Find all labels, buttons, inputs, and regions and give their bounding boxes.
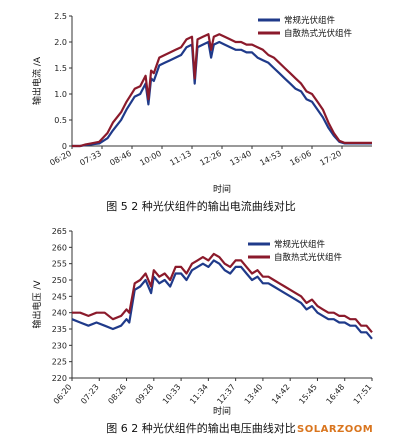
x-tick-label: 06:20 (52, 383, 74, 406)
x-axis-label: 时间 (213, 405, 231, 417)
series-line-2 (72, 33, 372, 148)
y-tick-label: 1.5 (54, 64, 67, 73)
y-tick-label: 260 (52, 243, 67, 252)
y-tick-label: 265 (52, 227, 67, 236)
x-tick-label: 11:13 (168, 149, 193, 168)
legend-label: 自散热式光伏组件 (274, 252, 343, 263)
x-tick-label: 09:28 (134, 383, 156, 406)
y-tick-label: 2.5 (54, 12, 67, 21)
y-tick-label: 235 (52, 325, 67, 334)
y-tick-label: 2.0 (54, 38, 67, 47)
y-axis-label: 输出电压 /V (31, 280, 43, 329)
y-tick-label: 0 (62, 142, 67, 151)
series-line-1 (71, 259, 373, 340)
series-line-2 (72, 252, 373, 334)
series-line-1 (72, 40, 372, 148)
x-tick-label: 08:26 (106, 383, 128, 406)
x-tick-label: 10:33 (161, 383, 183, 406)
chart-1: 0 0.5 1.0 1.5 2.0 2.5 06:20 07:33 08:46 10:00 11:1… (31, 12, 372, 213)
x-tick-label: 10:00 (138, 149, 163, 168)
x-tick-label: 07:23 (79, 383, 101, 406)
y-tick-label: 250 (52, 276, 67, 285)
legend-label: 自散热式光伏组件 (284, 28, 353, 39)
y-tick-label: 230 (52, 341, 67, 350)
y-tick-label: 0.5 (54, 116, 67, 125)
legend-label: 常规光伏组件 (274, 239, 326, 250)
x-tick-label: 17:51 (352, 383, 374, 406)
y-tick-label: 220 (52, 374, 67, 383)
figure-caption: 图 6 2 种光伏组件的输出电压曲线对比 (106, 421, 296, 435)
watermark-logo: SOLARZOOM (297, 424, 374, 435)
x-tick-label: 13:40 (228, 149, 253, 168)
x-tick-label: 06:20 (48, 149, 73, 168)
x-tick-label: 13:40 (243, 383, 265, 406)
x-tick-label: 07:33 (78, 149, 103, 168)
x-tick-label: 17:20 (318, 149, 343, 168)
x-tick-label: 16:06 (288, 149, 313, 168)
y-tick-label: 225 (52, 358, 67, 367)
y-tick-label: 245 (52, 292, 67, 301)
x-tick-label: 14:53 (258, 149, 283, 168)
y-tick-label: 240 (52, 309, 67, 318)
x-axis-label: 时间 (213, 183, 231, 195)
y-axis-label: 输出电流 /A (31, 56, 43, 105)
x-tick-label: 12:26 (198, 149, 223, 168)
x-tick-label: 14:42 (270, 383, 292, 406)
y-tick-label: 255 (52, 260, 67, 269)
chart-2: 220 225 230 235 240 245 250 255 260 265 06:20 07:23… (31, 227, 374, 435)
figure-caption: 图 5 2 种光伏组件的输出电流曲线对比 (106, 199, 296, 213)
x-tick-label: 12:37 (215, 383, 237, 406)
x-tick-label: 15:45 (297, 383, 319, 406)
x-tick-label: 08:46 (108, 149, 133, 168)
x-tick-label: 16:48 (325, 383, 347, 406)
y-tick-label: 1.0 (54, 90, 67, 99)
legend-label: 常规光伏组件 (284, 15, 336, 26)
x-tick-label: 11:34 (188, 383, 210, 406)
